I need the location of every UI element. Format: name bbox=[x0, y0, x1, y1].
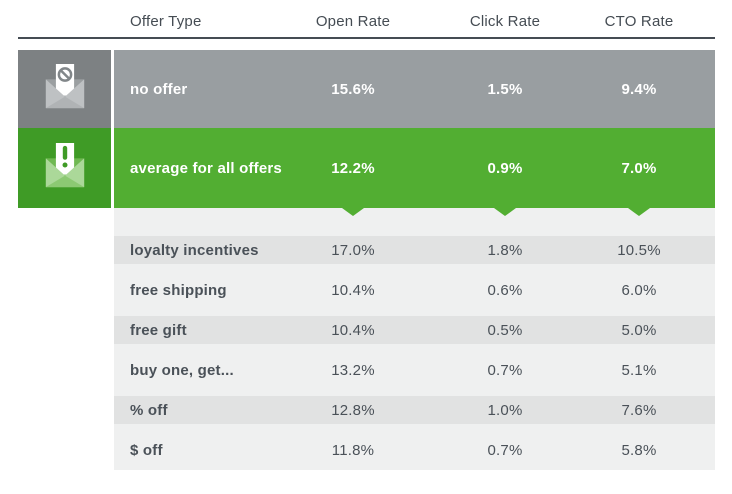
open-rate-value: 11.8% bbox=[331, 441, 375, 459]
click-rate-value: 0.5% bbox=[487, 321, 523, 339]
detail-table: loyalty incentives 17.0% 1.8% 10.5% free… bbox=[114, 208, 715, 470]
table-row: loyalty incentives 17.0% 1.8% 10.5% bbox=[114, 230, 715, 270]
summary-row-no-offer: no offer 15.6% 1.5% 9.4% bbox=[18, 50, 732, 128]
click-rate-value: 1.5% bbox=[487, 80, 523, 98]
open-rate-value: 13.2% bbox=[331, 361, 375, 379]
down-arrow-marker bbox=[628, 208, 650, 216]
click-rate-value: 0.7% bbox=[487, 441, 523, 459]
open-rate-value: 17.0% bbox=[331, 241, 375, 259]
click-rate-value: 0.7% bbox=[487, 361, 523, 379]
cto-rate-value: 9.4% bbox=[621, 80, 657, 98]
marker-band bbox=[114, 208, 715, 230]
summary-row-average: average for all offers 12.2% 0.9% 7.0% bbox=[18, 128, 732, 208]
open-rate-value: 15.6% bbox=[331, 80, 375, 98]
offer-performance-table: Offer Type Open Rate Click Rate CTO Rate… bbox=[18, 10, 732, 470]
no-offer-icon-box bbox=[18, 50, 111, 128]
alert-envelope-icon bbox=[42, 141, 88, 196]
row-label: loyalty incentives bbox=[130, 241, 259, 259]
row-label: buy one, get... bbox=[130, 361, 234, 379]
row-label: free shipping bbox=[130, 281, 227, 299]
row-label: $ off bbox=[130, 441, 163, 459]
open-rate-value: 10.4% bbox=[331, 321, 375, 339]
table-row: % off 12.8% 1.0% 7.6% bbox=[114, 390, 715, 430]
open-rate-value: 10.4% bbox=[331, 281, 375, 299]
table-row: buy one, get... 13.2% 0.7% 5.1% bbox=[114, 350, 715, 390]
column-header-click-rate: Click Rate bbox=[469, 13, 541, 30]
cto-rate-value: 10.5% bbox=[617, 241, 661, 259]
row-label: average for all offers bbox=[130, 159, 282, 177]
open-rate-value: 12.8% bbox=[331, 401, 375, 419]
row-label: no offer bbox=[130, 80, 188, 98]
row-label: free gift bbox=[130, 321, 187, 339]
cto-rate-value: 5.0% bbox=[621, 321, 657, 339]
down-arrow-marker bbox=[494, 208, 516, 216]
average-icon-box bbox=[18, 128, 111, 208]
column-header-cto-rate: CTO Rate bbox=[604, 13, 674, 30]
cto-rate-value: 5.8% bbox=[621, 441, 657, 459]
cto-rate-value: 7.0% bbox=[621, 159, 657, 177]
column-header-open-rate: Open Rate bbox=[315, 13, 391, 30]
no-offer-envelope-icon bbox=[42, 62, 88, 117]
row-label: % off bbox=[130, 401, 168, 419]
cto-rate-value: 6.0% bbox=[621, 281, 657, 299]
table-row: free gift 10.4% 0.5% 5.0% bbox=[114, 310, 715, 350]
click-rate-value: 1.0% bbox=[487, 401, 523, 419]
cto-rate-value: 5.1% bbox=[621, 361, 657, 379]
down-arrow-marker bbox=[342, 208, 364, 216]
cto-rate-value: 7.6% bbox=[621, 401, 657, 419]
table-row: free shipping 10.4% 0.6% 6.0% bbox=[114, 270, 715, 310]
click-rate-value: 1.8% bbox=[487, 241, 523, 259]
table-header-row: Offer Type Open Rate Click Rate CTO Rate bbox=[18, 10, 715, 39]
table-row: $ off 11.8% 0.7% 5.8% bbox=[114, 430, 715, 470]
column-header-offer-type: Offer Type bbox=[130, 13, 202, 30]
click-rate-value: 0.6% bbox=[487, 281, 523, 299]
open-rate-value: 12.2% bbox=[331, 159, 375, 177]
click-rate-value: 0.9% bbox=[487, 159, 523, 177]
